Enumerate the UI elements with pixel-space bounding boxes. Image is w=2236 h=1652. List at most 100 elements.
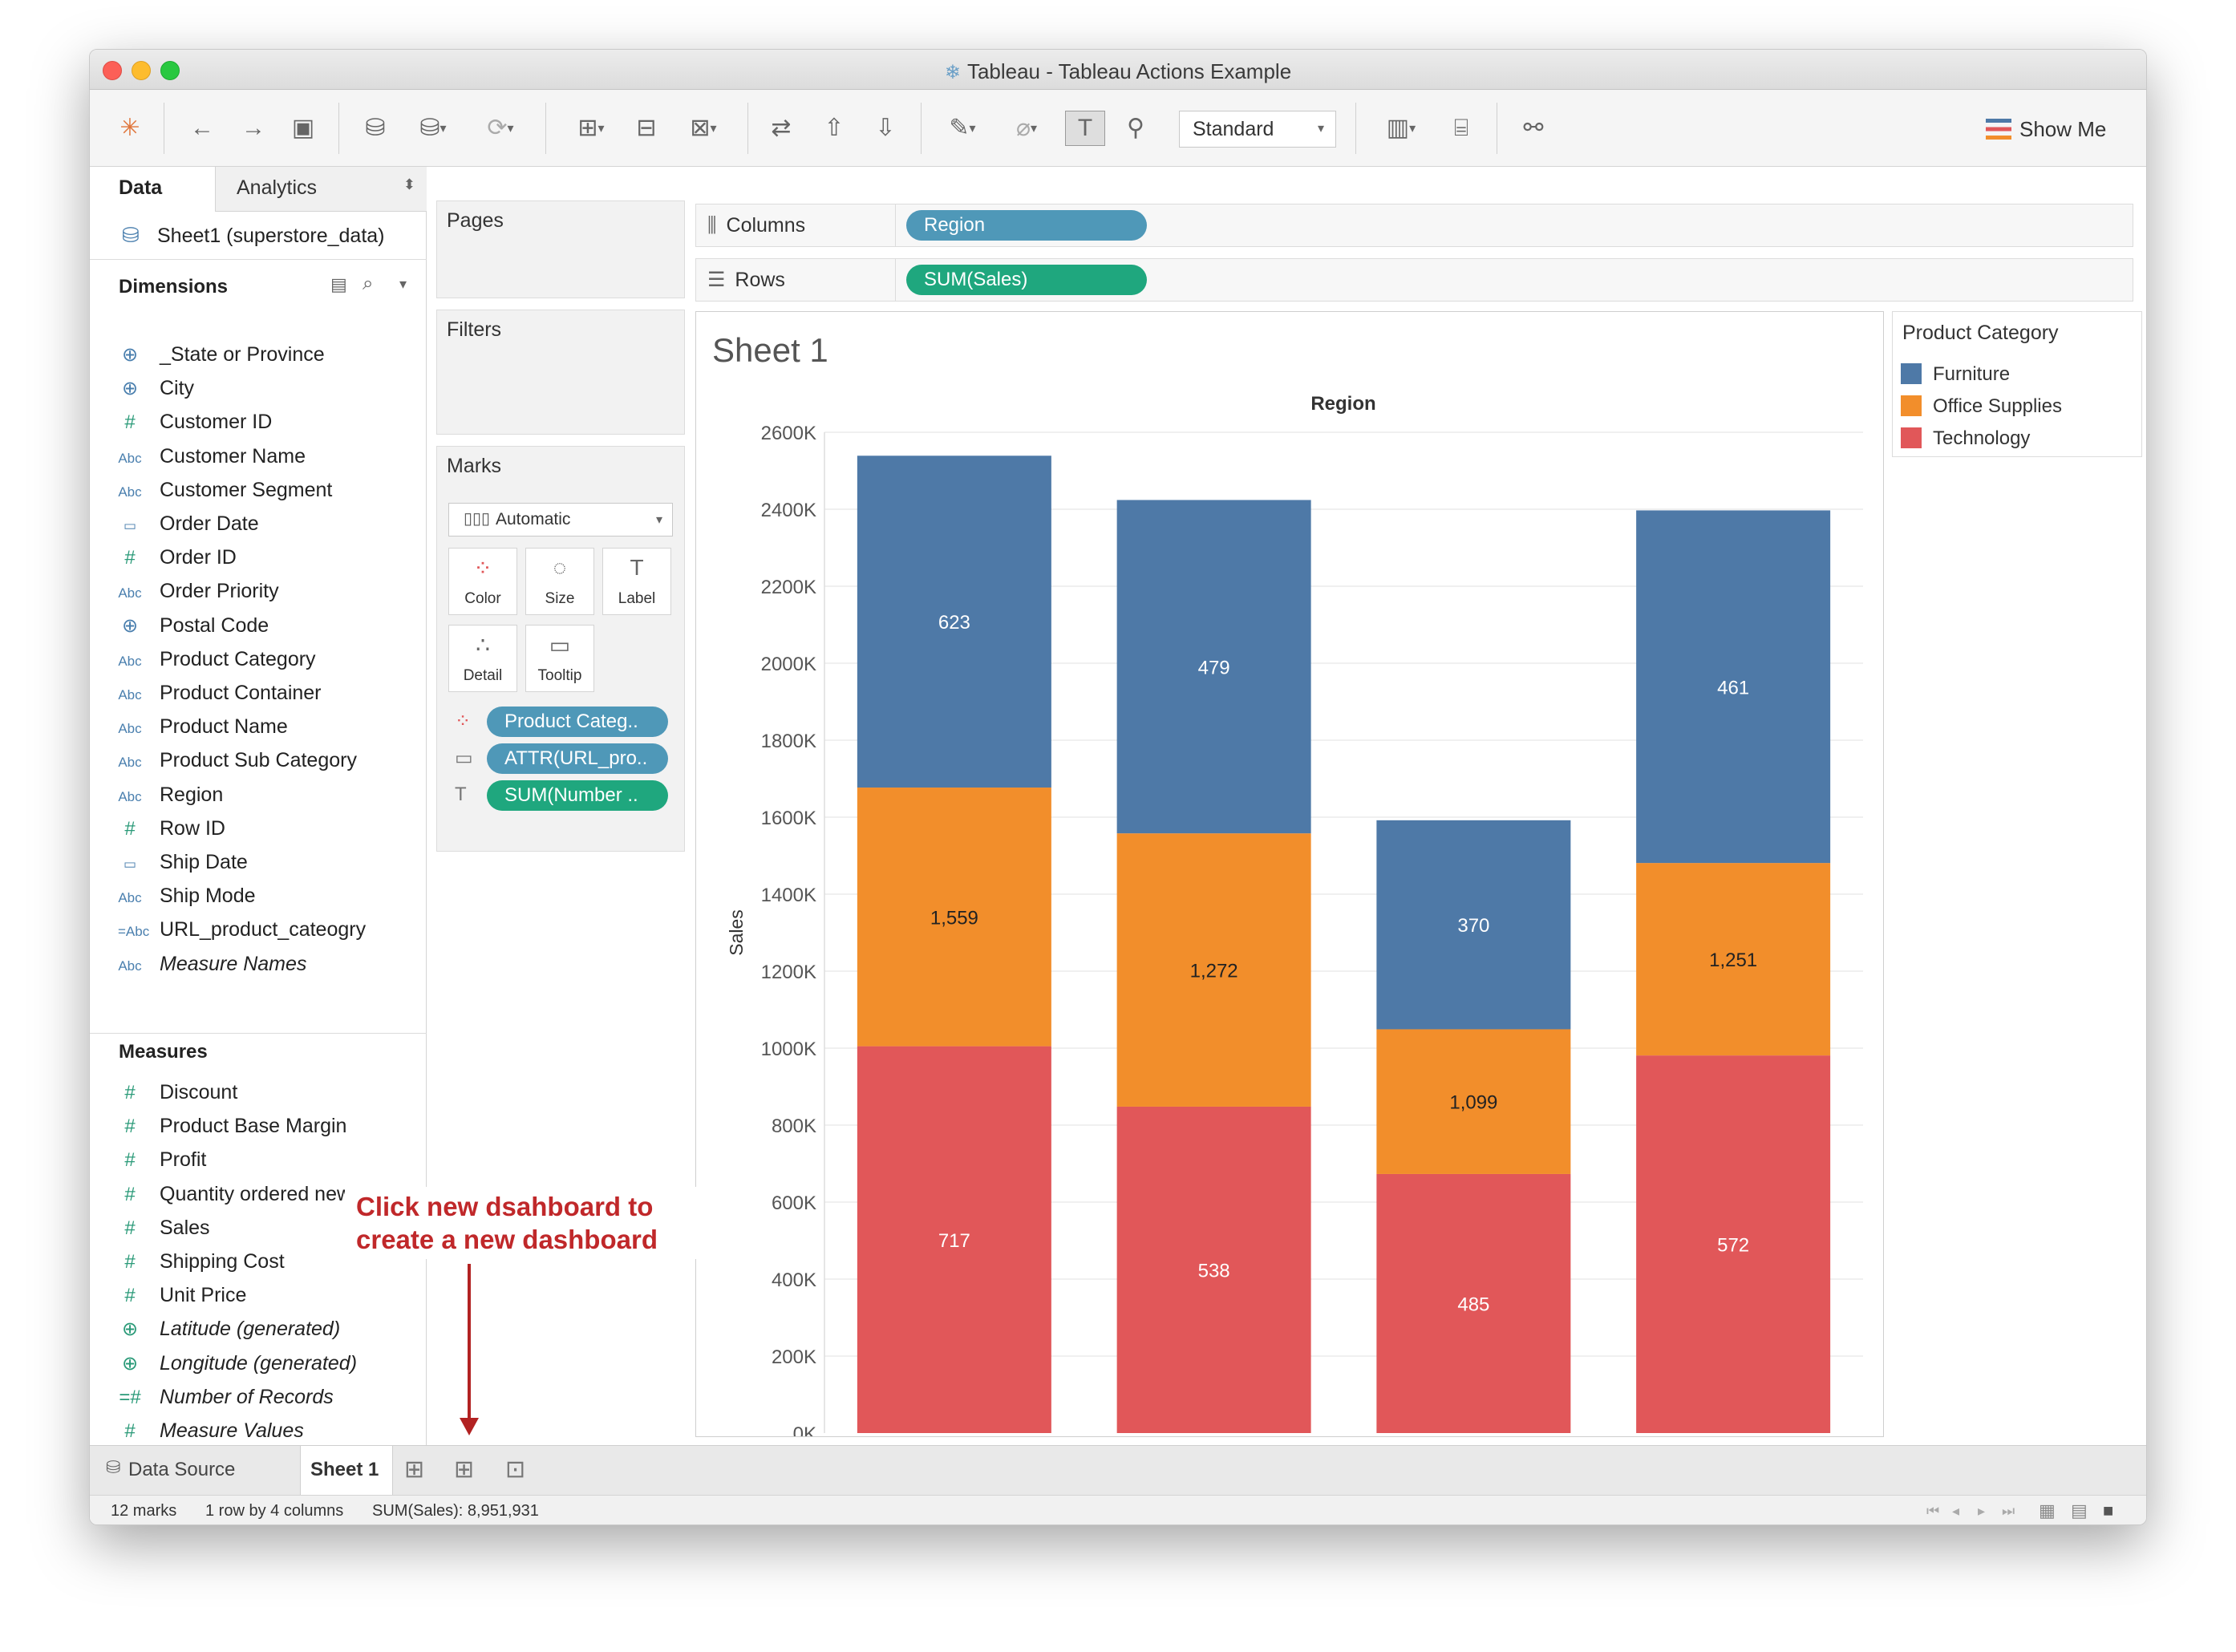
dimension-field[interactable]: ⊕ _State or Province [118,338,325,370]
dimension-field[interactable]: =Abc URL_product_cateogry [118,913,366,945]
legend-item[interactable]: Office Supplies [1901,392,2062,421]
window-title: ❄ Tableau - Tableau Actions Example [945,59,1291,84]
minimize-window-button[interactable] [132,61,151,80]
view-list-icon[interactable]: ▤ [330,274,347,294]
measure-field[interactable]: # Profit [118,1144,206,1176]
save-icon[interactable]: ▣ [291,115,315,141]
data-tab[interactable]: Data [90,167,215,212]
pages-title: Pages [447,209,504,232]
dimension-field[interactable]: ⊕ Postal Code [118,609,269,642]
filters-card[interactable]: Filters [436,310,685,435]
dimension-field[interactable]: Abc Order Priority [118,575,279,607]
pause-updates-icon[interactable]: ⛁▾ [419,115,447,141]
tableau-home-icon[interactable]: ✳ [119,115,140,141]
mark-pill[interactable]: Product Categ.. [487,707,668,737]
new-datasource-icon[interactable]: ⛁ [365,115,386,141]
dimension-field[interactable]: ⊕ City [118,372,194,404]
dimension-field[interactable]: Abc Ship Mode [118,880,255,912]
last-page-icon[interactable]: ⏭ [2002,1503,2015,1519]
dimension-field[interactable]: Abc Region [118,779,223,811]
tab-view-icon[interactable]: ■ [2103,1500,2114,1520]
columns-pill-region[interactable]: Region [906,210,1147,241]
rows-pill-sum-sales[interactable]: SUM(Sales) [906,265,1147,295]
dimension-field[interactable]: Abc Customer Name [118,440,306,472]
legend-item[interactable]: Furniture [1901,360,2010,389]
measure-field[interactable]: ⊕ Latitude (generated) [118,1313,340,1345]
dimension-field[interactable]: # Customer ID [118,406,272,438]
rows-shelf[interactable]: ☰ Rows SUM(Sales) [695,258,2133,302]
dimension-field[interactable]: ▭ Order Date [118,508,259,540]
new-story-tab-icon[interactable]: ⊡ [505,1456,526,1483]
undo-icon[interactable]: ← [190,115,214,141]
dimension-field[interactable]: Abc Product Sub Category [118,744,357,776]
measure-field[interactable]: # Shipping Cost [118,1245,284,1277]
swap-rows-columns-icon[interactable]: ⇄ [771,115,792,141]
new-dashboard-tab-icon[interactable]: ⊞ [454,1456,475,1483]
measure-field[interactable]: # Unit Price [118,1279,246,1311]
search-icon[interactable]: ⌕ [363,273,374,294]
measure-field[interactable]: # Product Base Margin [118,1110,346,1142]
show-mark-labels-icon[interactable]: T [1065,111,1105,146]
data-source-tab[interactable]: ⛁ Data Source [90,1446,292,1494]
next-page-icon[interactable]: ▸ [1978,1503,1986,1519]
label-mark-button[interactable]: T Label [602,548,671,615]
duplicate-sheet-icon[interactable]: ⊟ [636,115,657,141]
presentation-mode-icon[interactable]: ⌸ [1454,115,1468,141]
measure-field[interactable]: =# Number of Records [118,1381,333,1413]
show-cards-icon[interactable]: ▥▾ [1386,115,1416,141]
datasource-row[interactable]: ⛁ Sheet1 (superstore_data) [90,212,427,260]
measure-field[interactable]: # Sales [118,1212,209,1244]
share-icon[interactable]: ⚯ [1523,115,1544,141]
mark-type-dropdown[interactable]: ▯▯▯ Automatic ▾ [448,503,673,536]
columns-shelf[interactable]: ⫼ Columns Region [695,204,2133,247]
dimension-field-label: Order Priority [160,580,279,603]
dimension-field[interactable]: Abc Product Category [118,643,315,675]
y-tick-label: 2200K [761,577,816,598]
fit-mode-dropdown[interactable]: Standard ▾ [1179,111,1336,148]
dimension-field[interactable]: # Order ID [118,541,237,573]
prev-page-icon[interactable]: ◂ [1952,1503,1960,1519]
rows-label-wrap: ☰ Rows [707,259,785,301]
sort-ascending-icon[interactable]: ⇧ [824,115,845,141]
data-source-tab-label: Data Source [128,1459,236,1480]
sheet-1-tab[interactable]: Sheet 1 [300,1446,393,1495]
measure-field[interactable]: ⊕ Longitude (generated) [118,1347,357,1379]
detail-mark-button[interactable]: ∴ Detail [448,625,517,692]
first-page-icon[interactable]: ⏮ [1926,1503,1940,1519]
dimension-field[interactable]: Abc Product Name [118,711,287,743]
close-window-button[interactable] [103,61,122,80]
refresh-icon[interactable]: ⟳▾ [487,115,514,141]
legend-item[interactable]: Technology [1901,424,2030,453]
new-worksheet-icon[interactable]: ⊞▾ [577,115,605,141]
dimension-field[interactable]: Abc Measure Names [118,948,306,980]
fix-axes-icon[interactable]: ⚲ [1127,115,1144,141]
redo-icon[interactable]: → [241,115,265,141]
dimensions-menu-icon[interactable]: ▾ [399,276,407,292]
show-me-button[interactable]: Show Me [1986,109,2106,149]
measure-field[interactable]: # Quantity ordered new [118,1178,351,1210]
pages-card[interactable]: Pages [436,200,685,298]
new-worksheet-tab-icon[interactable]: ⊞ [404,1456,425,1483]
sort-descending-icon[interactable]: ⇩ [875,115,896,141]
clear-sheet-icon[interactable]: ⊠▾ [690,115,717,141]
grid-view-icon[interactable]: ▦ [2039,1500,2056,1520]
measure-field[interactable]: # Measure Values [118,1415,303,1447]
zoom-window-button[interactable] [160,61,180,80]
color-mark-button[interactable]: ⁘ Color [448,548,517,615]
mark-pill[interactable]: ATTR(URL_pro.. [487,743,668,774]
dimension-field[interactable]: # Row ID [118,812,225,844]
status-sum: SUM(Sales): 8,951,931 [372,1502,539,1520]
dimension-field[interactable]: Abc Product Container [118,677,321,709]
group-members-icon[interactable]: ⌀▾ [1015,115,1038,141]
dimension-field[interactable]: ▭ Ship Date [118,846,248,878]
mark-pill[interactable]: SUM(Number .. [487,780,668,811]
analytics-tab[interactable]: Analytics ⬍ [215,167,427,212]
y-tick-label: 1400K [761,885,816,906]
dimension-field[interactable]: Abc Customer Segment [118,474,332,506]
measure-field[interactable]: # Discount [118,1076,237,1108]
filmstrip-view-icon[interactable]: ▤ [2071,1500,2088,1520]
highlight-icon[interactable]: ✎▾ [949,115,976,141]
y-tick-label: 2600K [761,423,816,444]
tooltip-mark-button[interactable]: ▭ Tooltip [525,625,594,692]
size-mark-button[interactable]: ◌ Size [525,548,594,615]
